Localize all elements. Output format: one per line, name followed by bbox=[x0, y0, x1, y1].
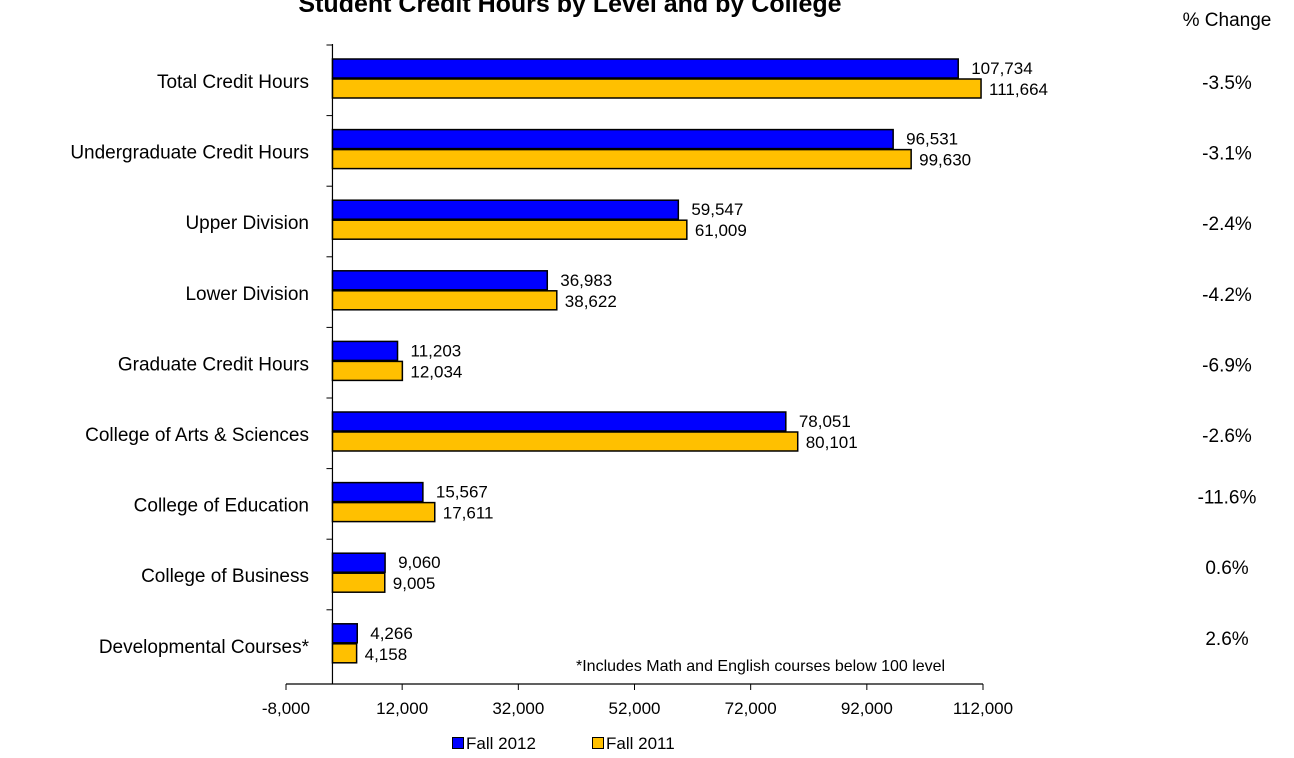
x-tick-label: 72,000 bbox=[725, 699, 777, 718]
bar-fall-2011 bbox=[331, 431, 799, 452]
category-label: College of Arts & Sciences bbox=[85, 425, 309, 446]
bar-fall-2012 bbox=[331, 623, 358, 644]
category-label: Graduate Credit Hours bbox=[118, 354, 309, 375]
pct-change-value: -2.6% bbox=[1202, 426, 1252, 447]
data-label-fall-2011: 61,009 bbox=[695, 221, 747, 240]
bar-fall-2012 bbox=[331, 481, 424, 503]
category-label: Upper Division bbox=[185, 213, 309, 234]
data-label-fall-2012: 78,051 bbox=[799, 412, 851, 431]
data-label-fall-2012: 107,734 bbox=[971, 59, 1032, 78]
pct-change-value: -11.6% bbox=[1198, 488, 1257, 509]
pct-change-value: -3.5% bbox=[1202, 73, 1252, 94]
bar-fall-2012 bbox=[331, 411, 787, 432]
data-label-fall-2012: 96,531 bbox=[906, 130, 958, 149]
data-label-fall-2012: 9,060 bbox=[398, 553, 441, 572]
data-label-fall-2011: 80,101 bbox=[806, 433, 858, 452]
category-label: College of Business bbox=[141, 566, 309, 587]
bar-fall-2011 bbox=[331, 219, 688, 240]
data-label-fall-2011: 17,611 bbox=[443, 504, 494, 523]
bar-fall-2012 bbox=[331, 270, 549, 291]
data-label-fall-2011: 38,622 bbox=[565, 292, 617, 311]
x-tick-label: 112,000 bbox=[953, 699, 1013, 718]
data-label-fall-2011: 111,664 bbox=[989, 80, 1048, 99]
pct-change-value: -2.4% bbox=[1202, 214, 1252, 235]
bar-fall-2011 bbox=[331, 501, 436, 523]
x-tick-label: 12,000 bbox=[376, 699, 428, 718]
pct-change-value: -6.9% bbox=[1202, 355, 1252, 376]
category-label: Total Credit Hours bbox=[157, 72, 309, 93]
legend-swatch-fall-2012 bbox=[452, 737, 464, 749]
bar-fall-2012 bbox=[331, 199, 680, 220]
pct-change-value: -3.1% bbox=[1202, 144, 1252, 165]
bar-fall-2011 bbox=[331, 643, 358, 664]
legend-swatch-fall-2011 bbox=[592, 737, 604, 749]
bar-fall-2012 bbox=[331, 552, 386, 573]
data-label-fall-2011: 99,630 bbox=[919, 151, 971, 170]
bar-fall-2011 bbox=[331, 290, 558, 311]
category-label: Developmental Courses* bbox=[99, 637, 310, 658]
bar-fall-2011 bbox=[331, 572, 386, 593]
bar-fall-2011 bbox=[331, 148, 912, 170]
pct-change-value: 0.6% bbox=[1205, 558, 1248, 579]
data-label-fall-2011: 9,005 bbox=[393, 574, 436, 593]
category-label: Lower Division bbox=[185, 284, 309, 305]
data-label-fall-2012: 11,203 bbox=[411, 341, 462, 360]
pct-change-header: % Change bbox=[1182, 10, 1272, 31]
data-label-fall-2012: 4,266 bbox=[370, 624, 413, 643]
category-label: Undergraduate Credit Hours bbox=[70, 143, 309, 164]
pct-change-value: 2.6% bbox=[1205, 629, 1248, 650]
x-tick-label: -8,000 bbox=[262, 699, 310, 718]
x-tick-label: 32,000 bbox=[492, 699, 544, 718]
data-label-fall-2012: 59,547 bbox=[691, 200, 743, 219]
legend-label-fall-2011: Fall 2011 bbox=[606, 734, 675, 753]
bar-fall-2011 bbox=[331, 360, 404, 382]
x-tick-label: 52,000 bbox=[609, 699, 661, 718]
pct-change-value: -4.2% bbox=[1202, 285, 1252, 306]
category-label: College of Education bbox=[134, 496, 309, 517]
data-label-fall-2012: 36,983 bbox=[560, 271, 612, 290]
data-label-fall-2011: 12,034 bbox=[410, 362, 462, 381]
data-label-fall-2012: 15,567 bbox=[436, 483, 488, 502]
bar-fall-2012 bbox=[331, 58, 959, 79]
bar-fall-2012 bbox=[331, 128, 894, 150]
data-label-fall-2011: 4,158 bbox=[365, 645, 408, 664]
x-tick-label: 92,000 bbox=[841, 699, 893, 718]
chart-title: Student Credit Hours by Level and by Col… bbox=[298, 0, 842, 18]
bar-fall-2012 bbox=[331, 340, 399, 362]
legend-item-fall-2011: Fall 2011 bbox=[592, 734, 675, 754]
footnote: *Includes Math and English courses below… bbox=[576, 658, 946, 675]
legend-label-fall-2012: Fall 2012 bbox=[466, 734, 536, 753]
bar-fall-2011 bbox=[331, 78, 982, 99]
legend-item-fall-2012: Fall 2012 bbox=[452, 734, 536, 754]
